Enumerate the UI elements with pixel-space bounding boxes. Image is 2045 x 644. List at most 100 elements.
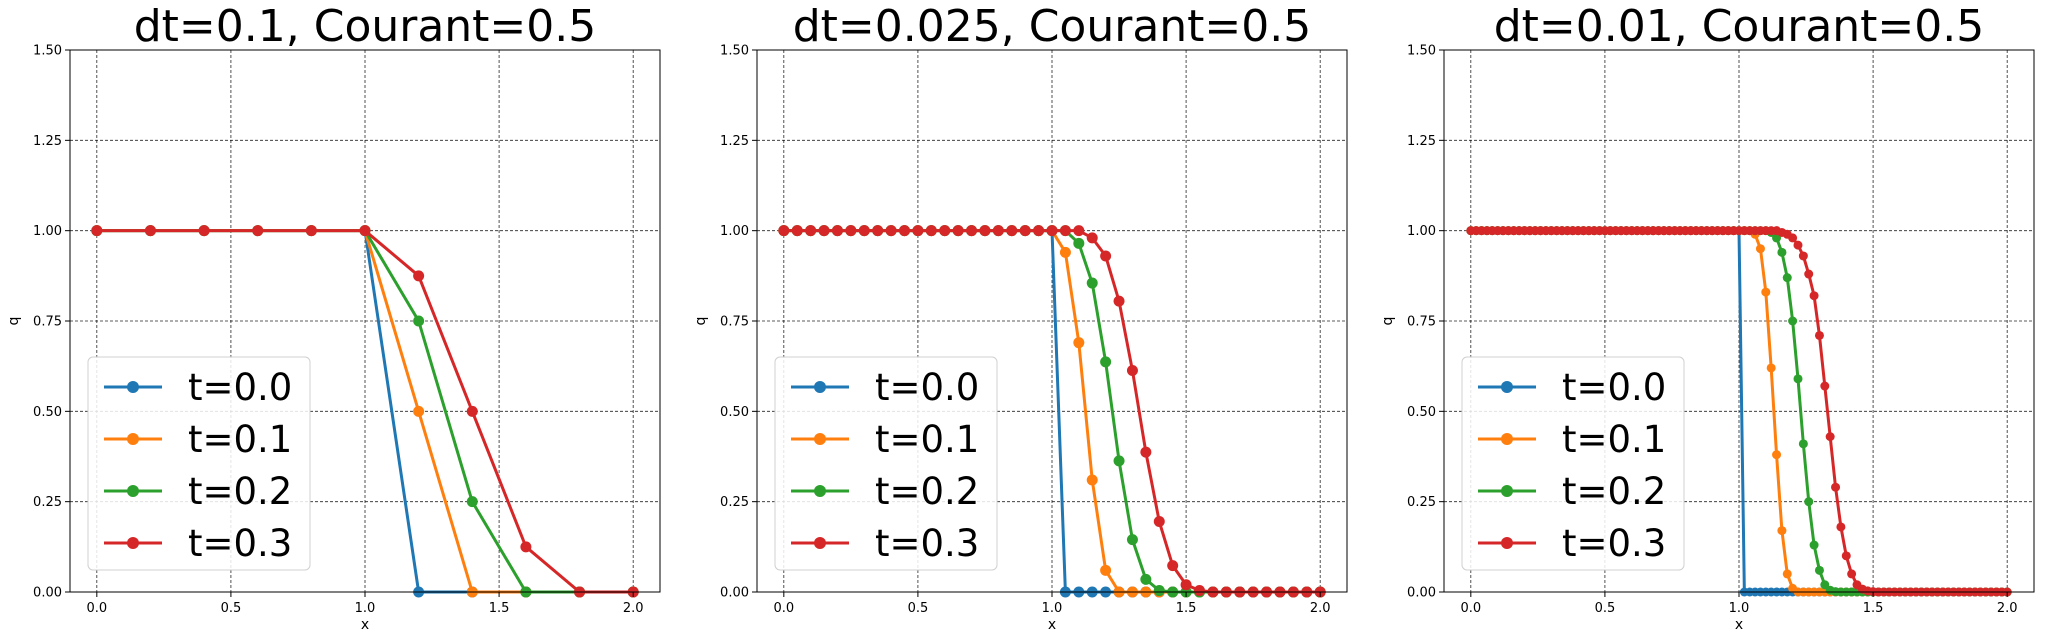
data-point — [1836, 522, 1846, 532]
data-point — [305, 225, 317, 237]
chart-panel-3: 0.0 0.5 1.0 1.5 2.0 0.00 0.25 0.50 0.75 1.00 1.25 1… — [1380, 1, 2035, 633]
legend-label: t=0.3 — [875, 522, 979, 565]
data-point — [1766, 363, 1776, 373]
data-point — [1167, 560, 1179, 572]
legend-marker — [1501, 381, 1513, 393]
data-point — [1782, 273, 1792, 283]
data-point — [1033, 225, 1045, 237]
x-tick-label: 1.0 — [1042, 601, 1063, 616]
data-point — [520, 541, 532, 553]
legend-label: t=0.3 — [1562, 522, 1666, 565]
x-axis-label: x — [1048, 617, 1056, 633]
y-tick-label: 1.50 — [720, 44, 749, 59]
data-point — [1100, 250, 1112, 262]
legend-label: t=0.1 — [875, 418, 979, 461]
data-point — [1798, 251, 1808, 261]
x-tick-label: 0.5 — [221, 601, 242, 616]
data-point — [1059, 225, 1071, 237]
data-point — [1100, 356, 1112, 368]
legend-label: t=0.2 — [1562, 470, 1666, 513]
y-tick-label: 1.25 — [720, 134, 749, 149]
y-axis-label: q — [6, 317, 22, 326]
y-tick-label: 1.25 — [1407, 134, 1436, 149]
legend-label: t=0.2 — [875, 470, 979, 513]
data-point — [805, 225, 817, 237]
data-point — [1073, 225, 1085, 237]
data-point — [1788, 316, 1798, 326]
data-point — [1814, 565, 1824, 575]
x-tick-label: 0.5 — [1595, 601, 1616, 616]
data-point — [1113, 455, 1125, 467]
data-point — [939, 225, 951, 237]
data-point — [845, 225, 857, 237]
chart-title: dt=0.01, Courant=0.5 — [1494, 1, 1985, 52]
data-point — [1153, 585, 1165, 597]
data-point — [1073, 337, 1085, 349]
y-tick-label: 0.00 — [33, 586, 62, 601]
data-point — [1180, 579, 1192, 591]
x-tick-label: 2.0 — [1310, 601, 1331, 616]
data-point — [952, 225, 964, 237]
legend-box — [87, 356, 311, 571]
data-point — [1059, 246, 1071, 258]
data-point — [1140, 573, 1152, 585]
y-tick-label: 0.00 — [720, 586, 749, 601]
data-point — [1809, 540, 1819, 550]
legend-marker — [127, 381, 139, 393]
x-tick-label: 2.0 — [1997, 601, 2018, 616]
legend-marker — [1501, 433, 1513, 445]
data-point — [778, 225, 790, 237]
legend-label: t=0.0 — [188, 366, 292, 409]
legend-box — [1461, 356, 1685, 571]
data-point — [1761, 287, 1771, 297]
y-tick-label: 0.50 — [1407, 405, 1436, 420]
y-tick-label: 0.00 — [1407, 586, 1436, 601]
y-tick-label: 0.50 — [33, 405, 62, 420]
legend-box — [774, 356, 998, 571]
data-point — [1788, 233, 1798, 243]
data-point — [1847, 569, 1857, 579]
data-point — [359, 225, 371, 237]
legend-marker — [814, 537, 826, 549]
data-point — [198, 225, 210, 237]
data-point — [1153, 516, 1165, 528]
data-point — [1841, 551, 1851, 561]
data-point — [1006, 225, 1018, 237]
data-point — [1019, 225, 1031, 237]
data-point — [1798, 439, 1808, 449]
data-point — [1086, 474, 1098, 486]
chart-title: dt=0.025, Courant=0.5 — [793, 1, 1312, 52]
y-tick-label: 1.50 — [1407, 44, 1436, 59]
x-tick-label: 1.5 — [1176, 601, 1197, 616]
x-tick-label: 1.5 — [1863, 601, 1884, 616]
x-tick-label: 1.0 — [1729, 601, 1750, 616]
series-group — [778, 225, 1326, 598]
legend-marker — [1501, 537, 1513, 549]
chart-panel-2: 0.0 0.5 1.0 1.5 2.0 0.00 0.25 0.50 0.75 1.00 1.25 1… — [693, 1, 1348, 633]
y-tick-label: 1.00 — [720, 224, 749, 239]
data-point — [1126, 365, 1138, 377]
x-axis-label: x — [1735, 617, 1743, 633]
legend-label: t=0.0 — [875, 366, 979, 409]
y-tick-label: 0.50 — [720, 405, 749, 420]
y-axis-label: q — [1380, 317, 1396, 326]
data-point — [413, 315, 425, 327]
x-tick-label: 0.0 — [86, 601, 107, 616]
data-point — [1086, 277, 1098, 289]
data-point — [1755, 244, 1765, 254]
data-point — [144, 225, 156, 237]
data-point — [466, 405, 478, 417]
y-tick-label: 0.25 — [33, 495, 62, 510]
data-point — [1194, 585, 1205, 597]
y-tick-label: 1.00 — [1407, 224, 1436, 239]
data-point — [413, 405, 425, 417]
legend: t=0.0 t=0.1 t=0.2 t=0.3 — [774, 356, 998, 571]
legend-marker — [127, 485, 139, 497]
data-point — [91, 225, 103, 237]
y-axis-label: q — [693, 317, 709, 326]
data-point — [1140, 446, 1152, 458]
data-point — [992, 225, 1004, 237]
data-point — [1804, 497, 1814, 507]
y-tick-label: 0.75 — [1407, 315, 1436, 330]
